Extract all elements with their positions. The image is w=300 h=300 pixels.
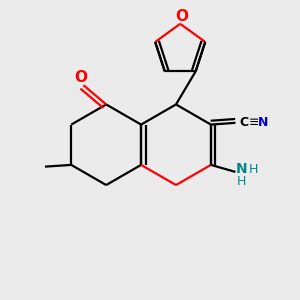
Text: O: O (176, 9, 188, 24)
Text: N: N (258, 116, 269, 129)
Text: C: C (239, 116, 248, 129)
Text: H: H (237, 175, 246, 188)
Text: N: N (236, 162, 248, 176)
Text: ≡: ≡ (249, 116, 259, 129)
Text: O: O (74, 70, 87, 85)
Text: H: H (249, 163, 258, 176)
